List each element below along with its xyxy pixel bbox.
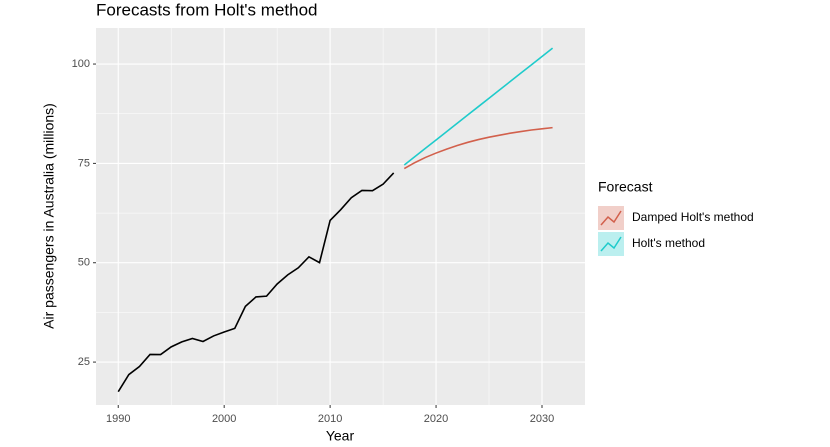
x-tick-label: 2000 (212, 413, 236, 425)
y-tick-label: 50 (78, 257, 90, 269)
x-axis-label: Year (326, 428, 355, 444)
series-line (117, 172, 395, 393)
legend-label: Holt's method (632, 236, 705, 250)
chart-title: Forecasts from Holt's method (96, 0, 317, 19)
x-tick-label: 2010 (318, 413, 342, 425)
legend-key (598, 206, 624, 230)
legend-key-line (600, 236, 622, 252)
x-tick-label: 2020 (424, 413, 448, 425)
legend-key (598, 232, 624, 256)
legend-key-line (600, 210, 622, 226)
y-tick-label: 25 (78, 356, 90, 368)
y-tick-label: 75 (78, 157, 90, 169)
plot-panel (96, 28, 585, 405)
x-tick-label: 2030 (530, 413, 554, 425)
y-axis-label: Air passengers in Australia (millions) (41, 103, 57, 329)
series-line (403, 47, 554, 166)
legend-label: Damped Holt's method (632, 210, 754, 224)
legend-title: Forecast (598, 179, 653, 195)
y-tick-label: 100 (72, 58, 90, 70)
series-line (403, 126, 553, 170)
x-tick-label: 1990 (106, 413, 130, 425)
